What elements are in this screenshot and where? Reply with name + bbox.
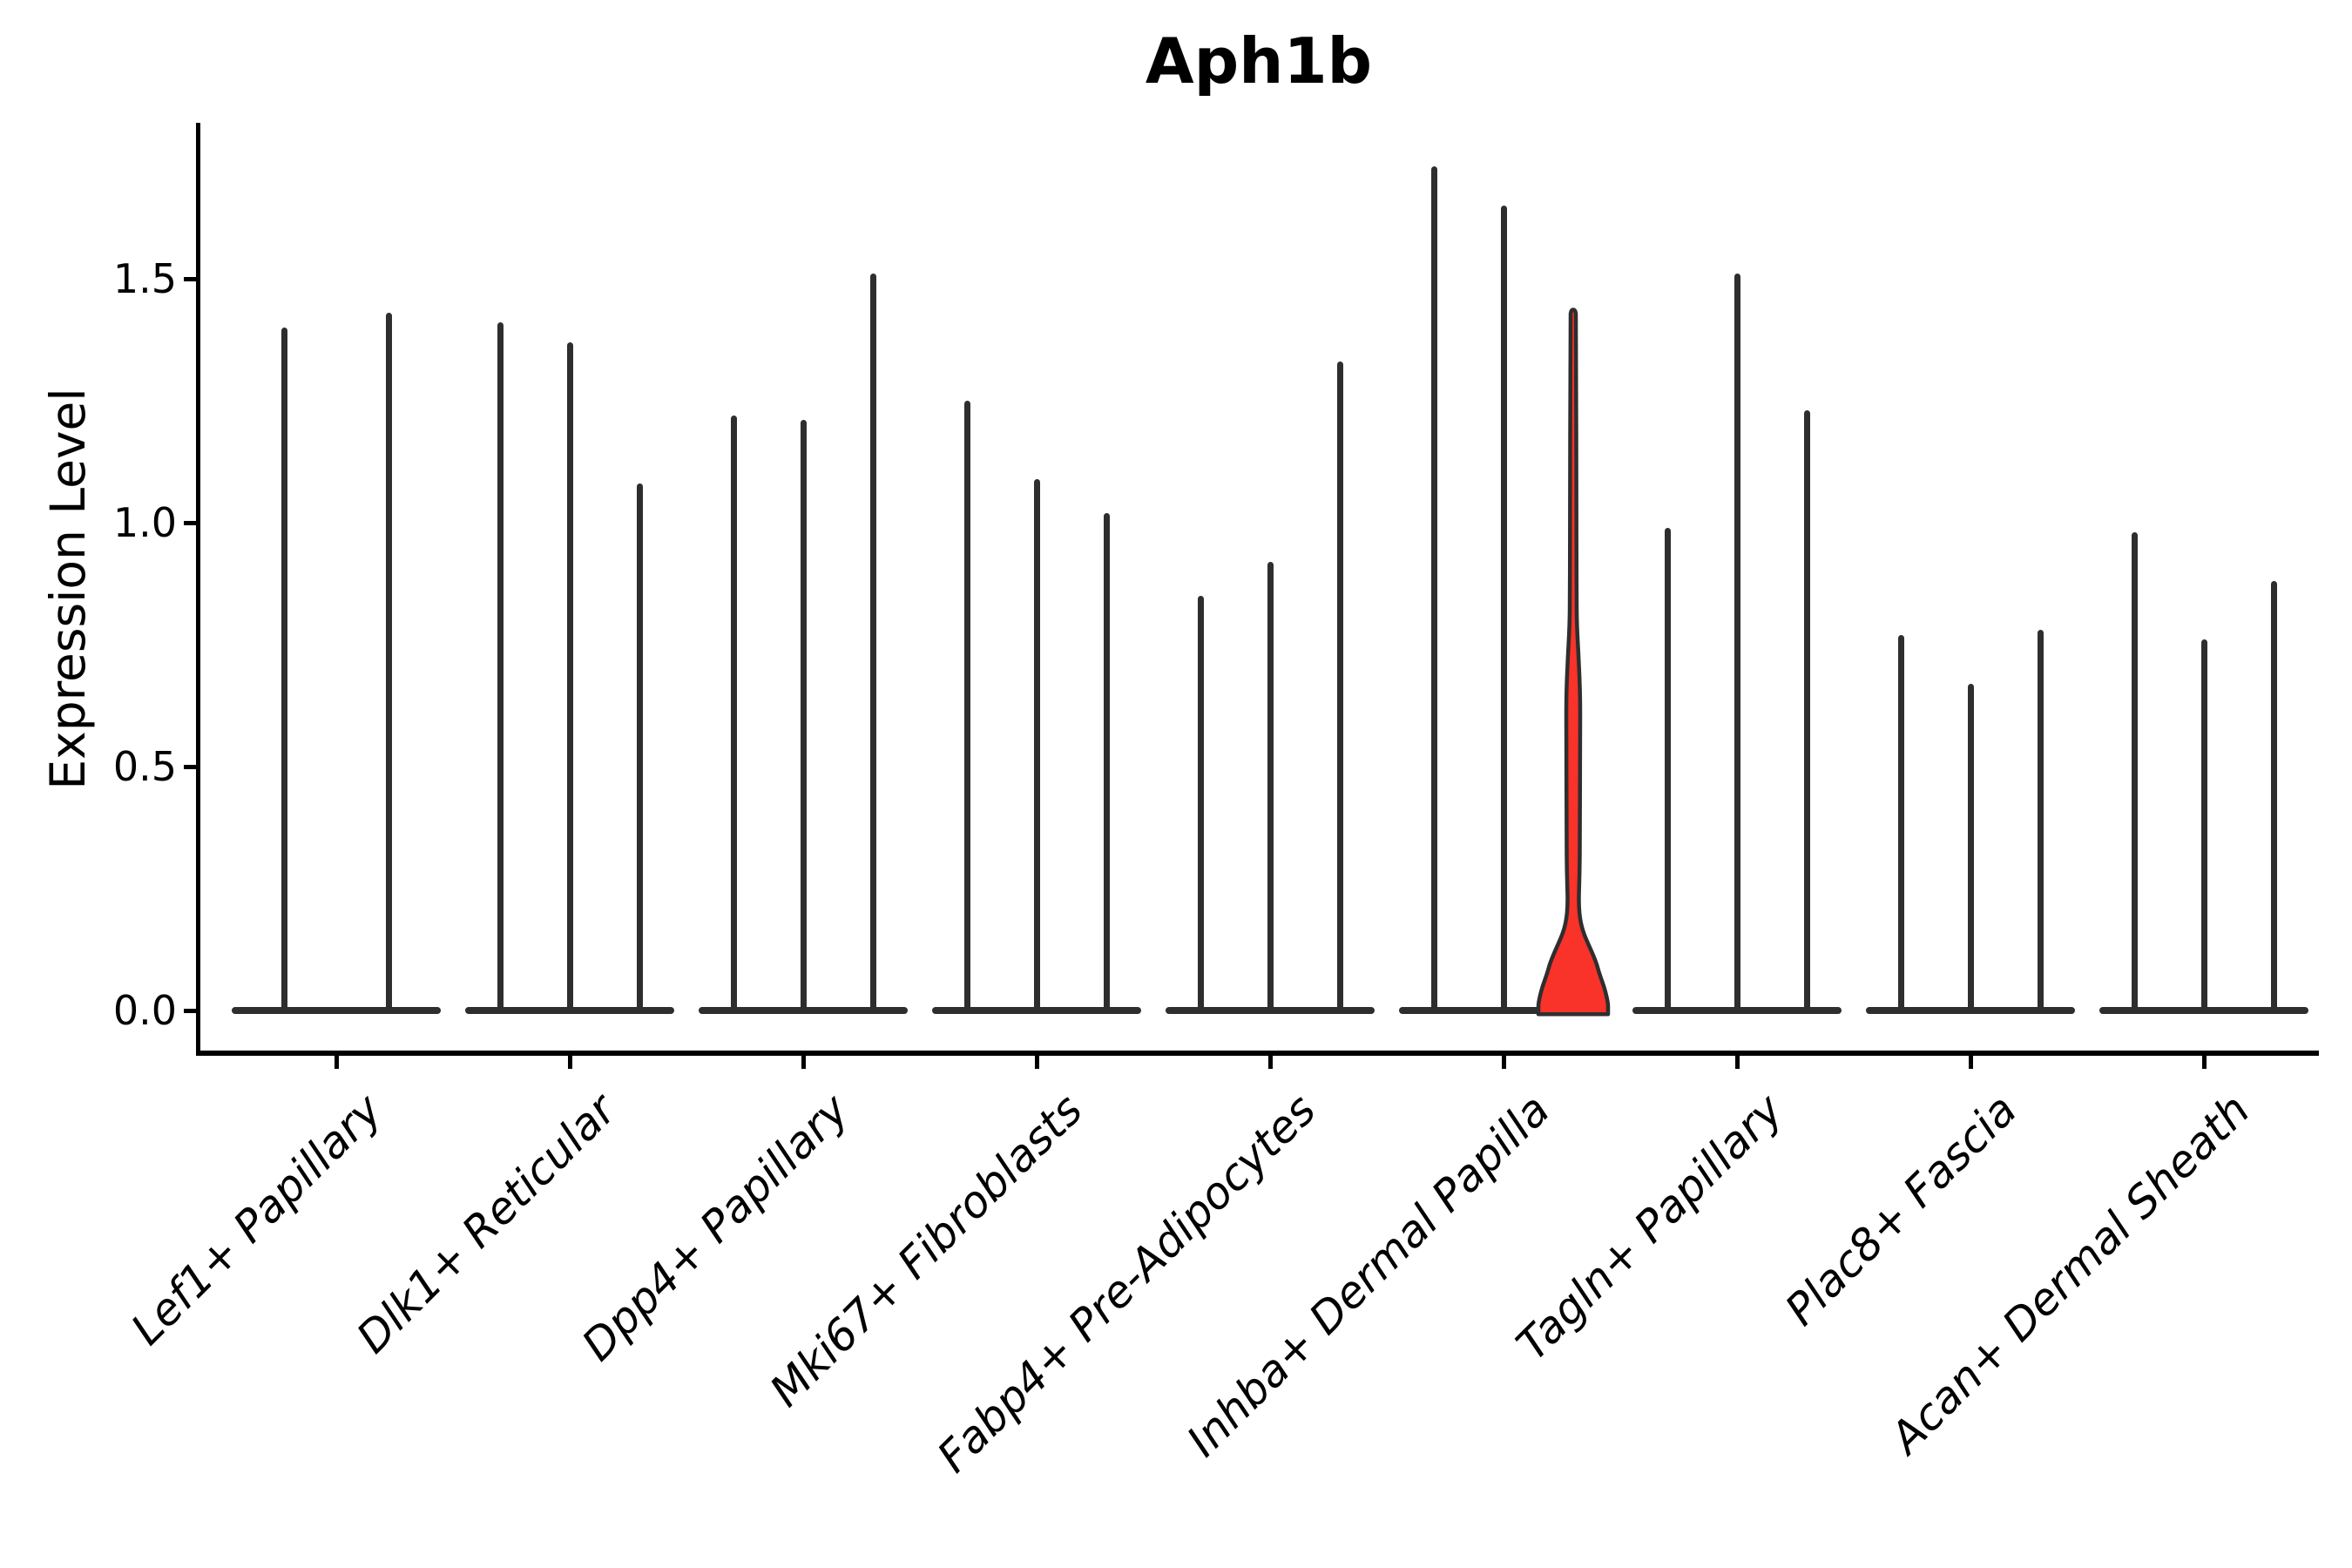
violin-base: [1399, 1007, 1540, 1014]
x-tick-mark: [1734, 1056, 1740, 1069]
y-axis-label: Expression Level: [40, 388, 96, 790]
violin-stem: [2270, 581, 2277, 1014]
highlighted-violin: [1536, 307, 1611, 1017]
highlighted-violin-shape: [1536, 307, 1611, 1017]
x-tick-mark: [2201, 1056, 2207, 1069]
x-tick-mark: [334, 1056, 339, 1069]
x-tick-label: Tagln+ Papillary: [1506, 1084, 1793, 1370]
x-tick-mark: [1034, 1056, 1039, 1069]
violin-stem: [1803, 410, 1810, 1014]
x-tick-label: Lef1+ Papillary: [121, 1084, 392, 1355]
y-tick-mark: [184, 1008, 199, 1013]
left-axis-spine: [196, 123, 200, 1056]
y-tick-label: 0.5: [112, 743, 177, 790]
violin-stem: [280, 328, 287, 1014]
y-tick-mark: [184, 276, 199, 281]
violin-stem: [2037, 630, 2044, 1014]
x-tick-label: Plac8+ Fascia: [1774, 1084, 2026, 1335]
y-tick-mark: [184, 520, 199, 525]
violin-stem: [385, 313, 392, 1014]
violin-stem: [1897, 634, 1904, 1014]
violin-base: [232, 1007, 441, 1014]
y-tick-mark: [184, 764, 199, 769]
chart-title: Aph1b: [1145, 24, 1373, 98]
violin-stem: [1664, 527, 1671, 1014]
violin-stem: [497, 322, 504, 1014]
y-tick-label: 1.5: [112, 255, 177, 302]
violin-stem: [1267, 561, 1274, 1014]
bottom-axis-spine: [196, 1051, 2319, 1056]
x-tick-mark: [801, 1056, 806, 1069]
violin-stem: [1197, 596, 1204, 1014]
violin-stem: [1430, 166, 1437, 1014]
violin-stem: [869, 274, 876, 1014]
y-tick-label: 0.0: [112, 987, 177, 1034]
violin-stem: [2131, 532, 2138, 1014]
violin-stem: [566, 341, 573, 1014]
y-tick-label: 1.0: [112, 499, 177, 546]
violin-stem: [1033, 478, 1040, 1014]
violin-stem: [1336, 362, 1343, 1014]
violin-stem: [1967, 683, 1974, 1014]
x-tick-mark: [567, 1056, 572, 1069]
violin-stem: [2200, 639, 2207, 1014]
x-tick-mark: [1267, 1056, 1273, 1069]
violin-stem: [730, 415, 737, 1014]
x-tick-mark: [1968, 1056, 1973, 1069]
violin-stem: [800, 420, 807, 1014]
violin-stem: [1734, 274, 1740, 1014]
violin-stem: [1500, 206, 1507, 1014]
x-tick-mark: [1501, 1056, 1506, 1069]
violin-stem: [636, 483, 643, 1014]
violin-stem: [963, 401, 970, 1014]
violin-stem: [1103, 512, 1110, 1014]
x-tick-label: Fabp4+ Pre-Adipocytes: [928, 1084, 1326, 1483]
x-tick-label: Dlk1+ Reticular: [347, 1084, 625, 1363]
